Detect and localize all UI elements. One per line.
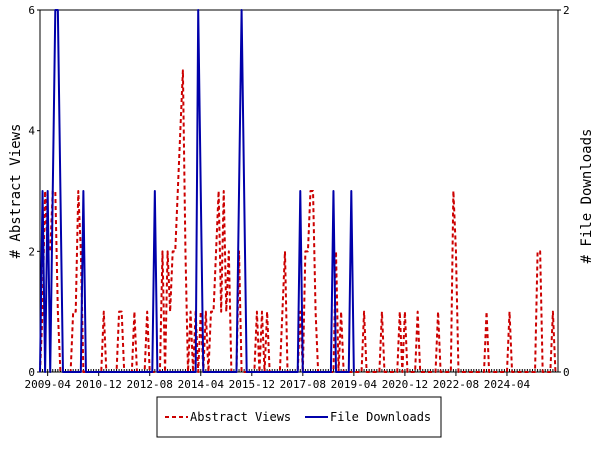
x-tick-label: 2010-12	[76, 378, 122, 391]
x-tick-label: 2014-04	[178, 378, 225, 391]
y-right-tick-label: 2	[563, 4, 570, 17]
y-left-tick-label: 0	[28, 366, 35, 379]
x-tick-label: 2015-12	[229, 378, 275, 391]
series-layer	[39, 9, 557, 373]
y-right-tick-label: 0	[563, 366, 570, 379]
series-line-file-downloads	[39, 9, 355, 373]
x-tick-label: 2009-04	[24, 378, 71, 391]
y-axis-left-label: # Abstract Views	[8, 124, 24, 259]
y-axis-right-label: # File Downloads	[579, 129, 595, 264]
x-tick-label: 2012-08	[127, 378, 173, 391]
y-left-tick-label: 4	[28, 125, 35, 138]
x-tick-label: 2019-04	[331, 378, 378, 391]
legend-box	[156, 396, 442, 438]
legend-label-file-downloads: File Downloads	[330, 410, 431, 424]
series-line-abstract-views	[39, 69, 557, 373]
plot-frame	[39, 9, 559, 373]
x-tick-label: 2017-08	[280, 378, 326, 391]
legend-label-abstract-views: Abstract Views	[190, 410, 291, 424]
x-tick-label: 2020-12	[382, 378, 428, 391]
y-left-tick-label: 6	[28, 4, 35, 17]
x-tick-label: 2024-04	[484, 378, 531, 391]
y-left-tick-label: 2	[28, 245, 35, 258]
legend: Abstract Views File Downloads	[156, 396, 442, 438]
x-tick-label: 2022-08	[433, 378, 479, 391]
